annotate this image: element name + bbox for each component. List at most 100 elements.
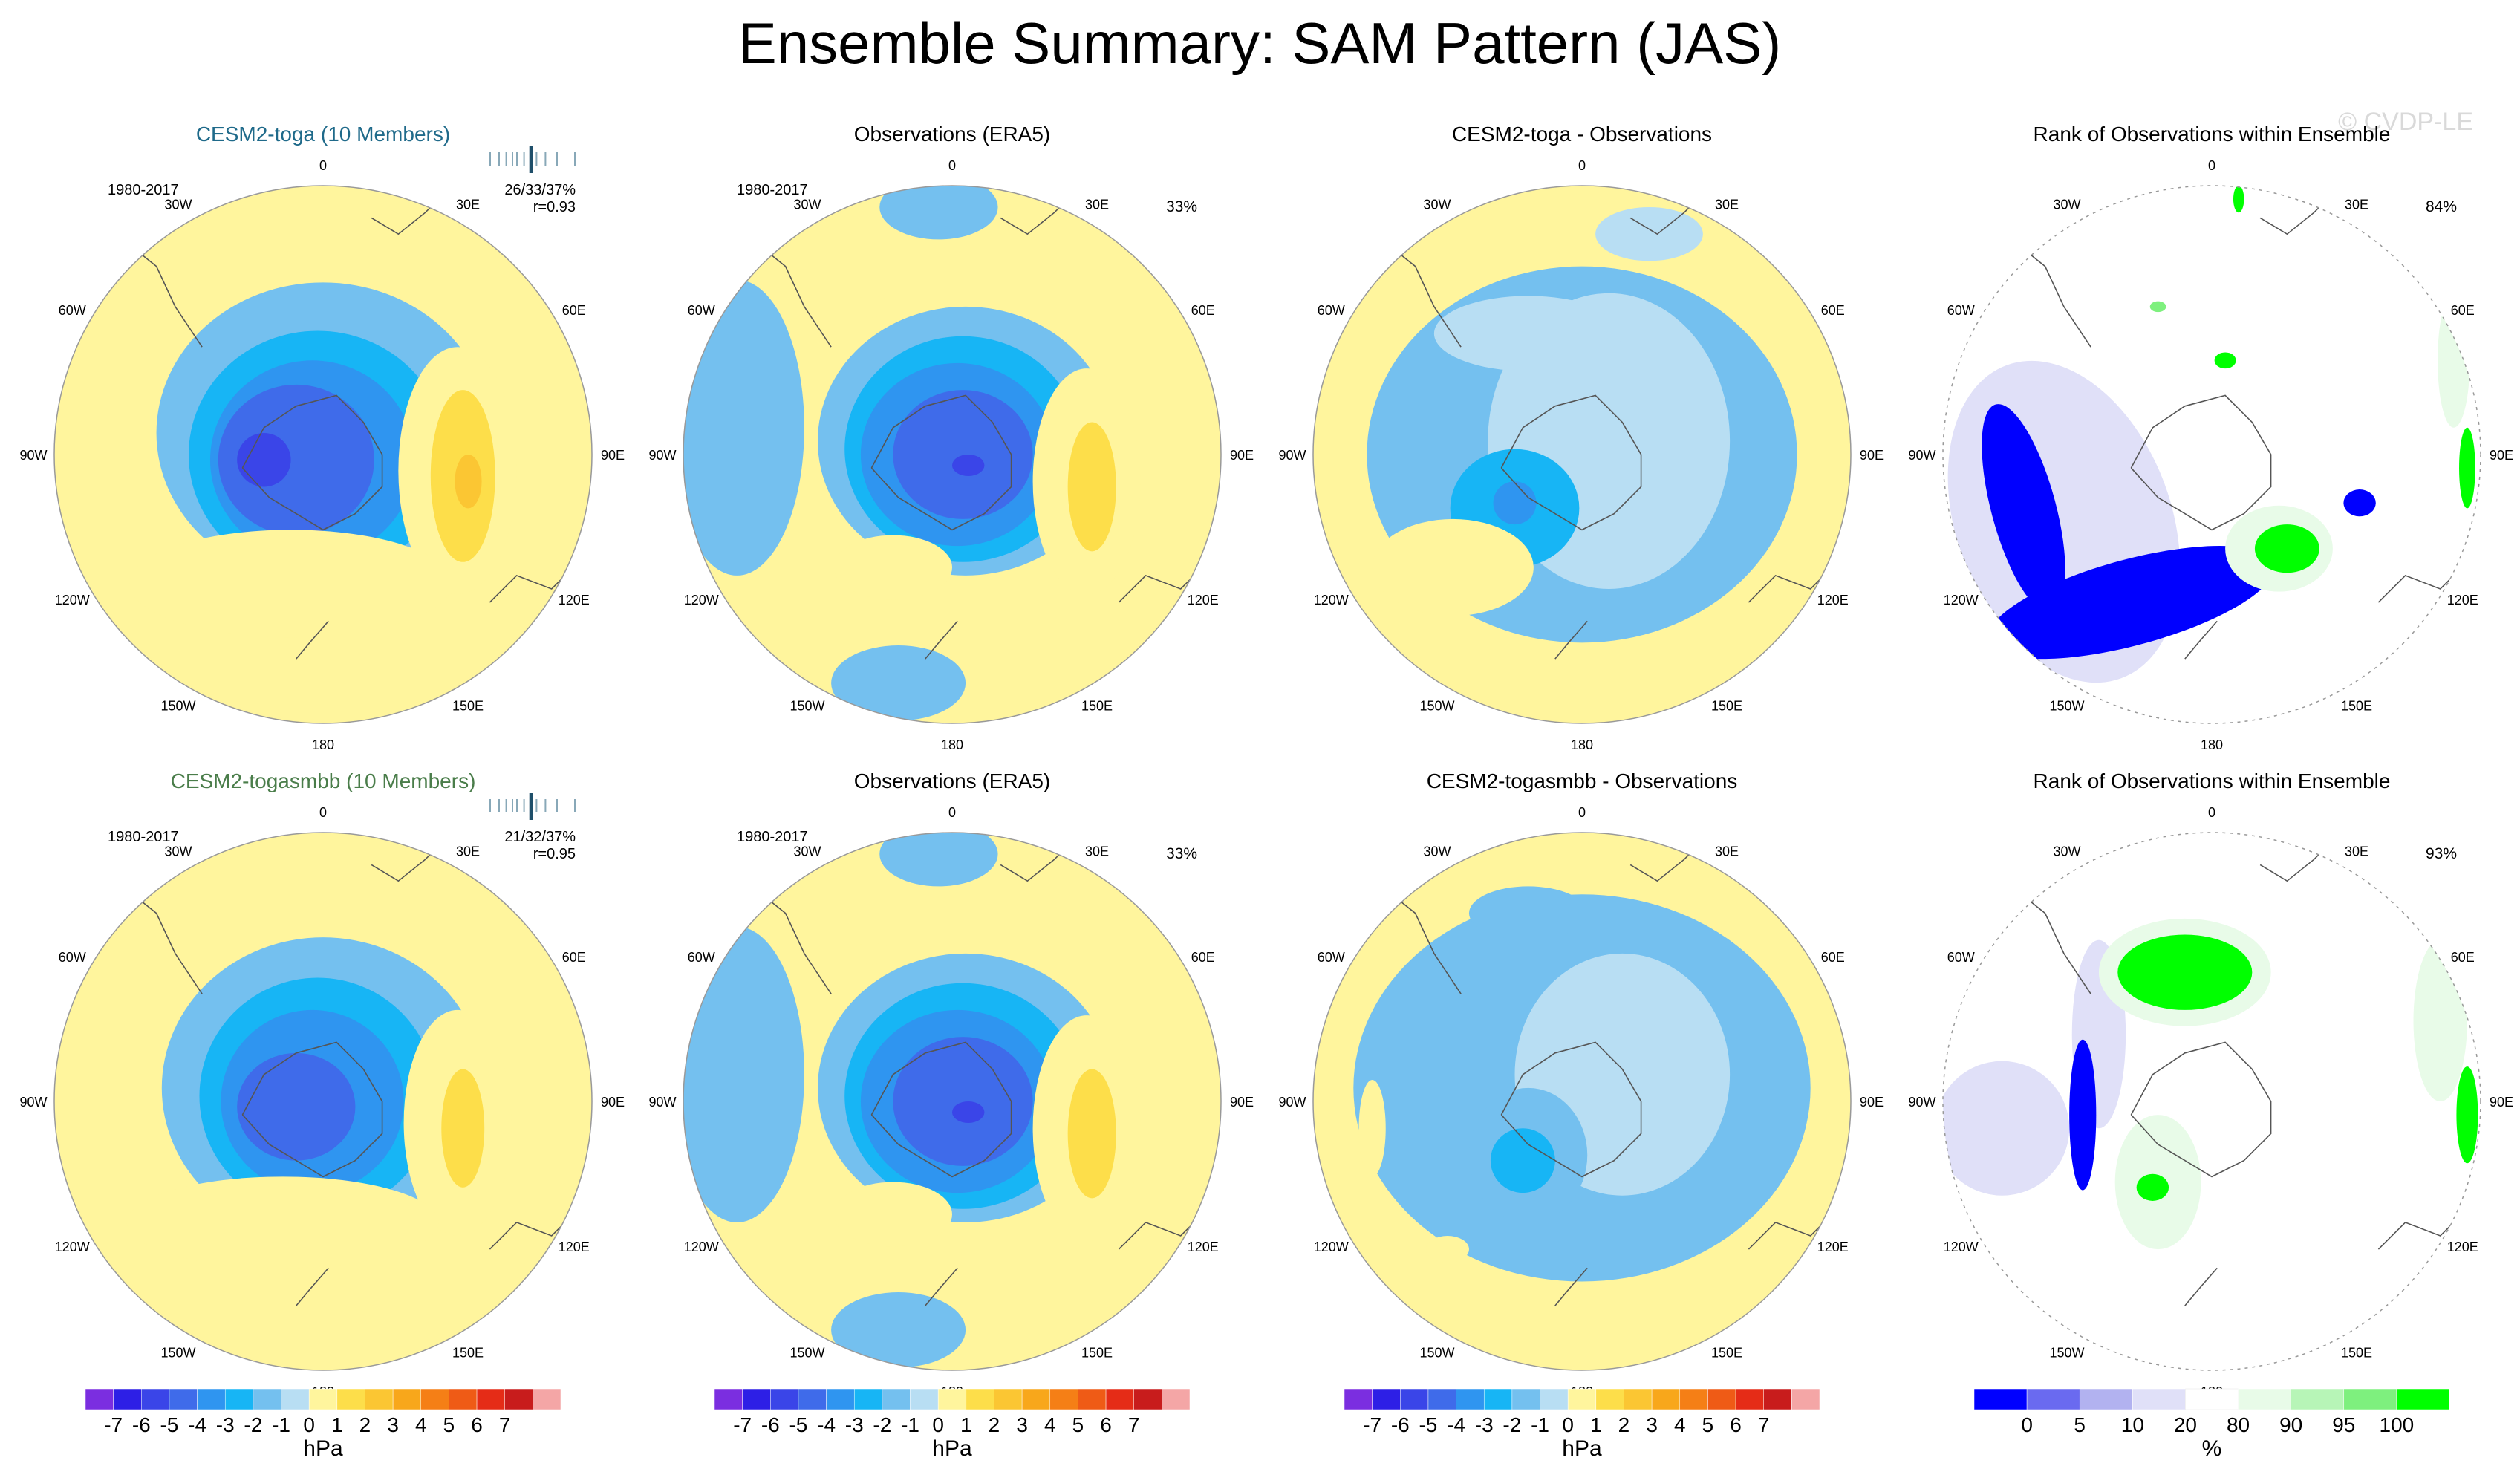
colorbar-swatch (281, 1389, 310, 1410)
period-label: 1980-2017 (108, 829, 179, 845)
colorbar-swatch (1078, 1389, 1106, 1410)
longitude-label-90W: 90W (1278, 448, 1306, 463)
longitude-label-120W: 120W (55, 593, 90, 608)
contour-region-3 (2069, 1040, 2096, 1191)
colorbar-swatch (365, 1389, 393, 1410)
longitude-label-120E: 120E (559, 1240, 590, 1254)
longitude-label-180: 180 (1571, 737, 1593, 752)
ensemble-stats-label: 21/32/37% (504, 829, 576, 845)
longitude-label-30W: 30W (2053, 197, 2080, 212)
longitude-label-90W: 90W (19, 1095, 47, 1110)
colorbar-tick-label: 0 (2021, 1413, 2033, 1436)
map-panel-2-1: 030E60E90E120E150E180150W120W90W60W30WCE… (19, 769, 625, 1399)
longitude-label-60W: 60W (59, 303, 86, 318)
contour-region-6 (441, 1069, 484, 1188)
longitude-label-60W: 60W (688, 950, 715, 965)
longitude-label-60W: 60W (1947, 950, 1975, 965)
longitude-label-60W: 60W (688, 303, 715, 318)
colorbar-swatch (2239, 1389, 2291, 1410)
longitude-label-60E: 60E (1191, 950, 1215, 965)
colorbar-tick-label: -5 (789, 1413, 807, 1436)
colorbar-tick-label: 90 (2279, 1413, 2302, 1436)
longitude-label-150E: 150E (452, 1346, 484, 1361)
colorbar-swatch (1050, 1389, 1078, 1410)
longitude-label-30E: 30E (456, 844, 480, 859)
colorbar-swatch (225, 1389, 253, 1410)
colorbar-swatch (2291, 1389, 2344, 1410)
colorbar-tick-label: 4 (1044, 1413, 1056, 1436)
pattern-correlation-label: r=0.95 (533, 846, 576, 862)
colorbar-tick-label: 2 (989, 1413, 1000, 1436)
colorbar-3: -7 -6 -5 -4 -3 -2 -1 0 1 2 3 4 5 6 7hPa (1344, 1389, 1820, 1461)
contour-region-5 (237, 433, 290, 486)
colorbar-swatch (169, 1389, 198, 1410)
colorbar-swatch (449, 1389, 477, 1410)
longitude-label-90W: 90W (19, 448, 47, 463)
colorbar-swatch (533, 1389, 561, 1410)
colorbar-tick-label: -6 (761, 1413, 780, 1436)
colorbar-tick-label: 0 (303, 1413, 315, 1436)
longitude-label-30W: 30W (164, 844, 192, 859)
contour-region-8 (455, 455, 481, 508)
longitude-label-150E: 150E (2341, 1346, 2372, 1361)
colorbar-swatch (1736, 1389, 1764, 1410)
colorbar-swatch (743, 1389, 771, 1410)
longitude-label-60W: 60W (1318, 950, 1345, 965)
period-label: 1980-2017 (108, 182, 179, 198)
longitude-label-150W: 150W (160, 699, 195, 714)
colorbar-swatch (1400, 1389, 1428, 1410)
longitude-label-60E: 60E (562, 303, 586, 318)
contour-region-8 (2456, 1066, 2478, 1163)
contour-region-7 (127, 1176, 439, 1268)
panel-title: CESM2-togasmbb (10 Members) (171, 769, 476, 792)
colorbar-unit-label: % (2202, 1436, 2222, 1461)
colorbar-tick-label: 6 (1100, 1413, 1112, 1436)
longitude-label-0: 0 (2208, 158, 2215, 173)
colorbar-unit-label: hPa (932, 1436, 972, 1461)
period-label: 1980-2017 (737, 182, 808, 198)
longitude-label-90E: 90E (2490, 448, 2513, 463)
contour-region-9 (2233, 186, 2244, 212)
longitude-label-30E: 30E (456, 197, 480, 212)
colorbar-swatch (1764, 1389, 1792, 1410)
map-panel-2-2: 030E60E90E120E150E180150W120W90W60W30WOb… (648, 769, 1254, 1399)
colorbar-tick-label: 3 (1016, 1413, 1028, 1436)
longitude-label-0: 0 (948, 805, 956, 820)
longitude-label-120E: 120E (1188, 593, 1219, 608)
colorbar-swatch (477, 1389, 505, 1410)
colorbar-tick-label: 5 (2074, 1413, 2086, 1436)
colorbar-swatch (882, 1389, 911, 1410)
longitude-label-0: 0 (319, 158, 327, 173)
colorbar-tick-label: -3 (1475, 1413, 1494, 1436)
contour-region-7 (1595, 207, 1703, 261)
colorbar-swatch (1680, 1389, 1708, 1410)
longitude-label-150E: 150E (1711, 699, 1742, 714)
longitude-label-150W: 150W (789, 1346, 824, 1361)
contour-region-6 (1426, 1236, 1469, 1263)
colorbar-tick-label: 0 (932, 1413, 944, 1436)
pattern-correlation-label: r=0.93 (533, 199, 576, 215)
colorbar-swatch (114, 1389, 142, 1410)
longitude-label-90E: 90E (601, 1095, 625, 1110)
colorbar-swatch (1373, 1389, 1401, 1410)
longitude-label-90W: 90W (648, 448, 676, 463)
colorbar-swatch (938, 1389, 966, 1410)
colorbar-tick-label: 7 (1128, 1413, 1140, 1436)
contour-region-10 (831, 1292, 966, 1367)
colorbar-swatch (337, 1389, 365, 1410)
longitude-label-120W: 120W (1944, 593, 1979, 608)
longitude-label-90W: 90W (1278, 1095, 1306, 1110)
colorbar-swatch (1022, 1389, 1050, 1410)
colorbar-tick-label: 3 (387, 1413, 399, 1436)
colorbar-tick-label: -2 (873, 1413, 891, 1436)
colorbar-tick-label: -7 (104, 1413, 123, 1436)
longitude-label-120W: 120W (1314, 1240, 1349, 1254)
longitude-label-120E: 120E (2447, 593, 2478, 608)
colorbar-swatch (854, 1389, 882, 1410)
longitude-label-120E: 120E (1188, 1240, 1219, 1254)
colorbar-tick-label: -2 (244, 1413, 262, 1436)
colorbar-tick-label: 5 (443, 1413, 455, 1436)
colorbar-swatch (994, 1389, 1022, 1410)
colorbar-unit-label: hPa (1562, 1436, 1602, 1461)
panel-title: CESM2-toga - Observations (1452, 123, 1712, 146)
